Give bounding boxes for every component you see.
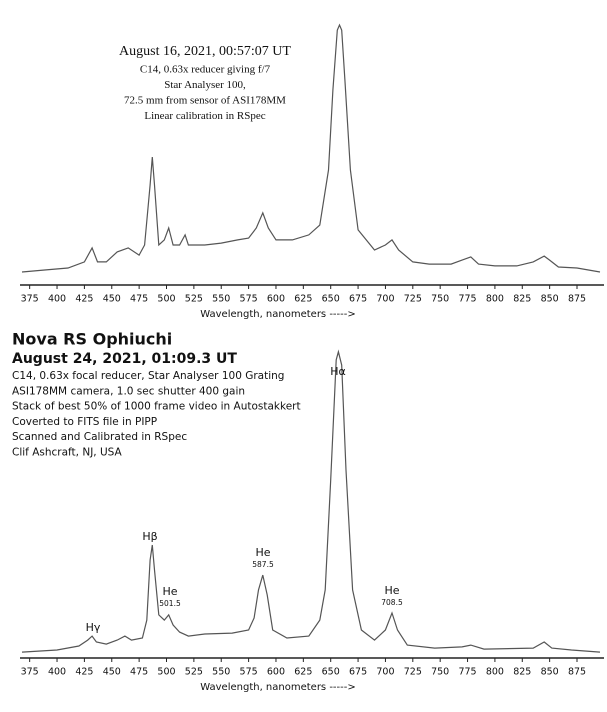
note: 72.5 mm from sensor of ASI178MM	[124, 95, 286, 107]
annotation: He	[255, 546, 270, 559]
x-tick-label: 650	[322, 667, 340, 678]
x-tick-label: 400	[48, 294, 66, 305]
x-tick-label: 550	[212, 294, 230, 305]
note: Scanned and Calibrated in RSpec	[12, 431, 187, 443]
note: C14, 0.63x focal reducer, Star Analyser …	[12, 370, 284, 382]
x-tick-label: 450	[103, 294, 121, 305]
x-tick-label: 575	[240, 667, 258, 678]
annotation: Hβ	[142, 530, 157, 543]
x-axis-label: Wavelength, nanometers ----->	[200, 309, 356, 320]
note: Linear calibration in RSpec	[144, 110, 265, 122]
x-axis-label: Wavelength, nanometers ----->	[200, 682, 356, 693]
x-tick-label: 550	[212, 667, 230, 678]
chart-title: August 16, 2021, 00:57:07 UT	[119, 44, 291, 59]
x-tick-label: 850	[541, 294, 559, 305]
x-tick-label: 500	[157, 667, 175, 678]
x-tick-label: 525	[185, 294, 203, 305]
annotation: He	[162, 585, 177, 598]
x-tick-label: 575	[240, 294, 258, 305]
x-tick-label: 475	[130, 667, 148, 678]
x-tick-label: 725	[404, 667, 422, 678]
annotation-sub: 708.5	[381, 598, 403, 607]
x-tick-label: 700	[376, 294, 394, 305]
annotation: He	[384, 584, 399, 597]
x-tick-label: 750	[431, 294, 449, 305]
x-tick-label: 675	[349, 294, 367, 305]
x-tick-label: 675	[349, 667, 367, 678]
x-tick-label: 375	[21, 667, 39, 678]
x-tick-label: 500	[157, 294, 175, 305]
x-tick-label: 875	[568, 667, 586, 678]
x-tick-label: 875	[568, 294, 586, 305]
x-tick-label: 475	[130, 294, 148, 305]
x-tick-label: 625	[294, 294, 312, 305]
x-tick-label: 650	[322, 294, 340, 305]
note: Star Analyser 100,	[164, 79, 246, 91]
x-tick-label: 825	[513, 294, 531, 305]
note: Coverted to FITS file in PIPP	[12, 416, 157, 428]
x-tick-label: 625	[294, 667, 312, 678]
x-tick-label: 700	[376, 667, 394, 678]
x-tick-label: 425	[75, 294, 93, 305]
chart-subtitle: August 24, 2021, 01:09.3 UT	[12, 351, 237, 367]
annotation: Hγ	[86, 621, 101, 634]
x-tick-label: 725	[404, 294, 422, 305]
chart-title: Nova RS Ophiuchi	[12, 330, 172, 349]
x-tick-label: 775	[458, 667, 476, 678]
annotation-sub: 501.5	[159, 599, 181, 608]
x-tick-label: 750	[431, 667, 449, 678]
note: Stack of best 50% of 1000 frame video in…	[12, 401, 301, 413]
x-tick-label: 525	[185, 667, 203, 678]
x-tick-label: 775	[458, 294, 476, 305]
x-tick-label: 800	[486, 294, 504, 305]
note: Clif Ashcraft, NJ, USA	[12, 447, 123, 459]
x-tick-label: 425	[75, 667, 93, 678]
annotation-sub: 587.5	[252, 560, 274, 569]
x-tick-label: 400	[48, 667, 66, 678]
x-tick-label: 600	[267, 667, 285, 678]
x-tick-label: 450	[103, 667, 121, 678]
x-tick-label: 850	[541, 667, 559, 678]
x-tick-label: 825	[513, 667, 531, 678]
x-tick-label: 375	[21, 294, 39, 305]
spectrum-line	[21, 23, 601, 273]
annotation: Hα	[330, 365, 346, 378]
note: ASI178MM camera, 1.0 sec shutter 400 gai…	[12, 385, 245, 397]
x-tick-label: 600	[267, 294, 285, 305]
note: C14, 0.63x reducer giving f/7	[140, 64, 271, 76]
x-tick-label: 800	[486, 667, 504, 678]
spectrum-line	[21, 349, 601, 653]
